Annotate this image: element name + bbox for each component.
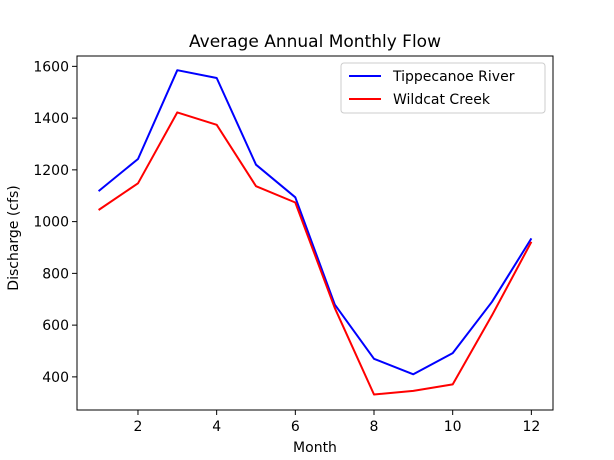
x-tick-label: 6 [291, 419, 300, 435]
y-axis: 400 600 800 1000 1200 1400 1600 [33, 59, 77, 386]
legend-label: Wildcat Creek [393, 92, 491, 108]
y-tick-label: 600 [42, 318, 69, 334]
legend-box [340, 62, 546, 114]
x-tick-label: 12 [522, 419, 540, 435]
chart-title: Average Annual Monthly Flow [189, 32, 441, 52]
legend: Tippecanoe River Wildcat Creek [340, 62, 546, 114]
y-tick-label: 1600 [33, 59, 69, 75]
series-line-1 [98, 111, 533, 396]
plot-area [76, 55, 554, 411]
series-line-0 [97, 69, 533, 376]
legend-label: Tippecanoe River [392, 69, 515, 85]
x-axis-title: Month [293, 440, 337, 456]
x-tick-label: 8 [370, 419, 379, 435]
x-tick-label: 10 [444, 419, 462, 435]
y-axis-title: Discharge (cfs) [6, 185, 22, 290]
y-tick-label: 400 [42, 370, 69, 386]
x-tick-label: 2 [134, 419, 143, 435]
axes-frame [76, 55, 554, 411]
y-tick-label: 1200 [33, 163, 69, 179]
y-tick-label: 1400 [33, 111, 69, 127]
x-tick-label: 4 [212, 419, 221, 435]
y-tick-label: 1000 [33, 215, 69, 231]
y-tick-label: 800 [42, 266, 69, 282]
x-axis: 2 4 6 8 10 12 [134, 410, 540, 435]
